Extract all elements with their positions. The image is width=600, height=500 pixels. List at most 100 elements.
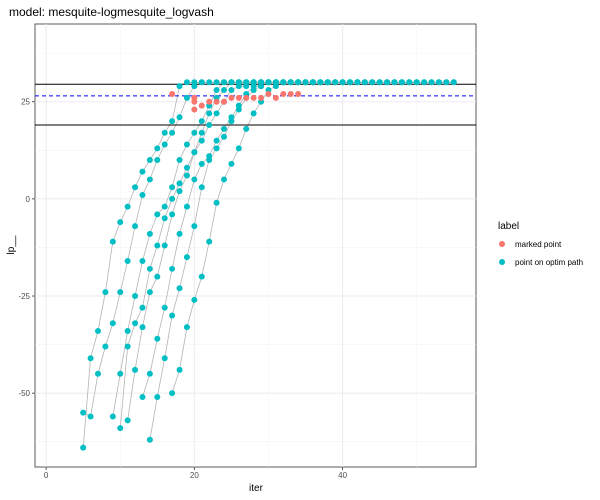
optim-point xyxy=(87,355,94,362)
optim-point xyxy=(235,145,242,152)
optim-point xyxy=(169,312,176,319)
optim-point xyxy=(272,83,279,90)
optim-point xyxy=(139,168,146,175)
optim-point xyxy=(183,203,190,210)
optim-point xyxy=(221,87,227,94)
optim-point xyxy=(250,110,257,117)
marked-point xyxy=(272,94,279,101)
optim-point xyxy=(161,215,168,222)
marked-point xyxy=(228,94,235,101)
optim-point xyxy=(169,390,176,397)
legend-title: label xyxy=(498,221,519,232)
optim-point xyxy=(198,160,205,167)
optim-point xyxy=(161,203,168,210)
marked-point xyxy=(221,98,227,105)
optim-point xyxy=(132,293,139,300)
optim-point xyxy=(198,137,205,144)
optim-point xyxy=(161,355,168,362)
optim-point xyxy=(154,394,161,401)
optim-point xyxy=(169,211,176,218)
marked-point xyxy=(265,90,272,97)
marked-point xyxy=(280,90,287,97)
legend: label marked point point on optim path xyxy=(498,221,583,267)
optim-point xyxy=(198,129,205,136)
optim-point xyxy=(324,79,331,86)
optim-point xyxy=(191,176,198,183)
optim-point xyxy=(376,79,383,86)
optim-point xyxy=(132,184,139,191)
optim-point xyxy=(450,79,457,86)
optim-point xyxy=(87,413,94,420)
optim-point xyxy=(169,129,176,136)
optim-point xyxy=(124,343,131,350)
optim-point xyxy=(339,79,346,86)
optim-point xyxy=(250,87,257,94)
optim-point xyxy=(206,79,213,86)
optim-point xyxy=(235,106,242,113)
optim-point xyxy=(221,176,227,183)
optim-point xyxy=(154,335,161,342)
marked-point xyxy=(213,98,220,105)
optim-point xyxy=(243,83,250,90)
optim-point xyxy=(435,79,442,86)
optim-point xyxy=(295,79,302,86)
optim-point xyxy=(183,79,190,86)
optim-point xyxy=(146,289,153,296)
optim-point xyxy=(354,79,361,86)
optim-point xyxy=(161,129,168,136)
optim-point xyxy=(369,79,376,86)
optim-point xyxy=(191,296,198,303)
optim-point xyxy=(228,79,235,86)
optim-point xyxy=(146,157,153,164)
optim-point xyxy=(213,110,220,117)
optim-point xyxy=(124,327,131,334)
y-tick-label: -25 xyxy=(18,292,30,301)
optim-point xyxy=(169,195,176,202)
optim-point xyxy=(183,94,190,101)
optim-point xyxy=(228,160,235,167)
y-tick-label: 25 xyxy=(21,98,30,107)
marked-point xyxy=(243,94,250,101)
marked-point xyxy=(235,94,242,101)
optim-point xyxy=(176,188,183,195)
optim-point xyxy=(413,79,420,86)
legend-label-marked-point: marked point xyxy=(515,240,562,249)
optim-point xyxy=(139,324,146,331)
optim-point xyxy=(80,409,87,416)
marked-point xyxy=(198,102,205,109)
optim-point xyxy=(265,79,272,86)
optim-point xyxy=(132,320,139,327)
optim-point xyxy=(132,223,139,230)
optim-point xyxy=(332,79,339,86)
optim-point xyxy=(146,176,153,183)
optim-point xyxy=(243,125,250,132)
marked-point xyxy=(250,94,257,101)
optim-point xyxy=(443,79,450,86)
optim-point xyxy=(183,141,190,148)
optim-point xyxy=(213,137,220,144)
optim-point xyxy=(258,83,265,90)
optim-point xyxy=(124,417,131,424)
marked-point xyxy=(191,106,198,113)
optim-point xyxy=(213,79,220,86)
optim-point xyxy=(191,83,198,90)
optim-point xyxy=(109,320,116,327)
optim-point xyxy=(109,238,116,245)
optim-point xyxy=(139,394,146,401)
optim-point xyxy=(309,79,316,86)
optim-point xyxy=(280,79,287,86)
y-tick-label: -50 xyxy=(18,389,30,398)
optim-point xyxy=(191,129,198,136)
marked-point xyxy=(169,90,176,97)
y-axis-ticks: -50 -25 0 25 xyxy=(18,98,35,398)
optim-point xyxy=(146,370,153,377)
optim-point xyxy=(117,219,124,226)
optim-point xyxy=(213,199,220,206)
optim-point xyxy=(176,114,183,121)
optim-point xyxy=(176,230,183,237)
optim-point xyxy=(213,145,220,152)
optim-point xyxy=(361,79,368,86)
optim-point xyxy=(132,366,139,373)
optim-point xyxy=(161,141,168,148)
optim-point xyxy=(124,258,131,265)
